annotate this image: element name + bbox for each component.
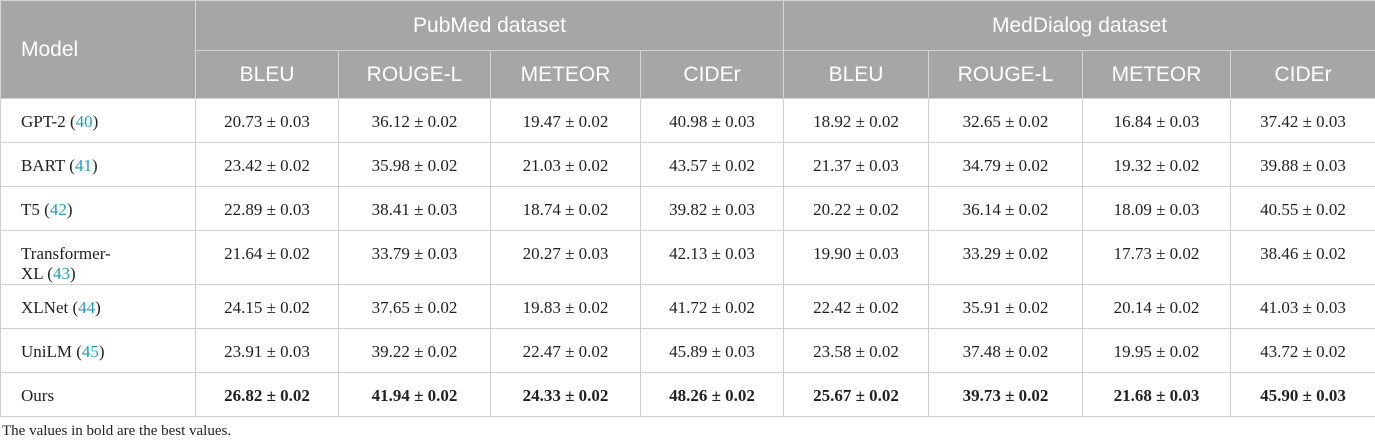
header-metric: CIDEr <box>640 50 784 99</box>
value-cell: 24.15 ± 0.02 <box>195 284 339 329</box>
header-model: Model <box>0 0 196 99</box>
header-metric: BLEU <box>783 50 929 99</box>
table-row: XLNet (44) 24.15 ± 0.02 37.65 ± 0.02 19.83 … <box>0 284 1375 329</box>
value-cell: 43.72 ± 0.02 <box>1229 328 1375 373</box>
value-cell: 23.42 ± 0.02 <box>195 142 339 187</box>
value-cell: 23.58 ± 0.02 <box>783 328 929 373</box>
value-cell: 19.83 ± 0.02 <box>490 284 641 329</box>
footnote: The values in bold are the best values. <box>2 423 232 439</box>
value-cell: 23.91 ± 0.03 <box>195 328 339 373</box>
value-cell: 38.41 ± 0.03 <box>338 186 491 231</box>
reference: (40) <box>69 112 99 131</box>
value-cell: 36.14 ± 0.02 <box>928 186 1083 231</box>
value-cell: 18.92 ± 0.02 <box>783 98 929 143</box>
value-cell: 26.82 ± 0.02 <box>195 372 339 417</box>
header-metric: ROUGE-L <box>338 50 491 99</box>
model-cell: UniLM (45) <box>0 328 196 373</box>
value-cell: 21.03 ± 0.02 <box>490 142 641 187</box>
value-cell: 21.68 ± 0.03 <box>1082 372 1231 417</box>
value-cell: 22.47 ± 0.02 <box>490 328 641 373</box>
model-name: XLNet <box>21 298 69 317</box>
value-cell: 20.14 ± 0.02 <box>1082 284 1231 329</box>
reference: (41) <box>69 156 98 175</box>
header-metric: CIDEr <box>1229 50 1375 99</box>
value-cell: 41.94 ± 0.02 <box>338 372 491 417</box>
value-cell: 19.47 ± 0.02 <box>490 98 641 143</box>
value-cell: 39.22 ± 0.02 <box>338 328 491 373</box>
header-metric: METEOR <box>490 50 641 99</box>
value-cell: 40.55 ± 0.02 <box>1229 186 1375 231</box>
value-cell: 36.12 ± 0.02 <box>338 98 491 143</box>
value-cell: 39.73 ± 0.02 <box>928 372 1083 417</box>
reference: (42) <box>44 200 73 219</box>
value-cell: 33.79 ± 0.03 <box>338 230 491 285</box>
value-cell: 22.89 ± 0.03 <box>195 186 339 231</box>
value-cell: 32.65 ± 0.02 <box>928 98 1083 143</box>
value-cell: 21.37 ± 0.03 <box>783 142 929 187</box>
model-cell: GPT-2 (40) <box>0 98 196 143</box>
table-row: Transformer-XL (43) 21.64 ± 0.02 33.79 ± 0… <box>0 230 1375 285</box>
value-cell: 19.32 ± 0.02 <box>1082 142 1231 187</box>
value-cell: 18.09 ± 0.03 <box>1082 186 1231 231</box>
value-cell: 17.73 ± 0.02 <box>1082 230 1231 285</box>
model-cell: Ours <box>0 372 196 417</box>
reference: (43) <box>47 264 76 283</box>
value-cell: 45.89 ± 0.03 <box>640 328 784 373</box>
value-cell: 35.98 ± 0.02 <box>338 142 491 187</box>
value-cell: 35.91 ± 0.02 <box>928 284 1083 329</box>
reference: (45) <box>76 342 105 361</box>
value-cell: 38.46 ± 0.02 <box>1229 230 1375 285</box>
header-group: MedDialog dataset <box>782 0 1375 51</box>
header-metric: ROUGE-L <box>928 50 1083 99</box>
results-table: Model PubMed dataset MedDialog dataset B… <box>0 0 1375 417</box>
model-name: GPT-2 <box>21 112 66 131</box>
model-cell: BART (41) <box>0 142 196 187</box>
model-name: UniLM <box>21 342 72 361</box>
value-cell: 33.29 ± 0.02 <box>928 230 1083 285</box>
value-cell: 39.88 ± 0.03 <box>1229 142 1375 187</box>
value-cell: 37.48 ± 0.02 <box>928 328 1083 373</box>
value-cell: 37.42 ± 0.03 <box>1229 98 1375 143</box>
header-metric: METEOR <box>1082 50 1231 99</box>
header-metric: BLEU <box>195 50 339 99</box>
table-row: GPT-2 (40) 20.73 ± 0.03 36.12 ± 0.02 19.47 … <box>0 98 1375 143</box>
value-cell: 34.79 ± 0.02 <box>928 142 1083 187</box>
model-cell: XLNet (44) <box>0 284 196 329</box>
model-name: Transformer-XL <box>21 244 111 283</box>
value-cell: 20.27 ± 0.03 <box>490 230 641 285</box>
table-row: T5 (42) 22.89 ± 0.03 38.41 ± 0.03 18.74 ± 0… <box>0 186 1375 231</box>
value-cell: 20.73 ± 0.03 <box>195 98 339 143</box>
value-cell: 37.65 ± 0.02 <box>338 284 491 329</box>
value-cell: 25.67 ± 0.02 <box>783 372 929 417</box>
header-group: PubMed dataset <box>195 0 784 51</box>
value-cell: 24.33 ± 0.02 <box>490 372 641 417</box>
value-cell: 21.64 ± 0.02 <box>195 230 339 285</box>
value-cell: 43.57 ± 0.02 <box>640 142 784 187</box>
value-cell: 16.84 ± 0.03 <box>1082 98 1231 143</box>
value-cell: 40.98 ± 0.03 <box>640 98 784 143</box>
model-name: Ours <box>21 386 55 405</box>
model-name: T5 <box>21 200 40 219</box>
value-cell: 22.42 ± 0.02 <box>783 284 929 329</box>
value-cell: 19.90 ± 0.03 <box>783 230 929 285</box>
value-cell: 42.13 ± 0.03 <box>640 230 784 285</box>
model-cell: Transformer-XL (43) <box>0 230 196 285</box>
table-row: UniLM (45) 23.91 ± 0.03 39.22 ± 0.02 22.47 … <box>0 328 1375 373</box>
table-row: Ours 26.82 ± 0.02 41.94 ± 0.02 24.33 ± 0.02… <box>0 372 1375 417</box>
value-cell: 39.82 ± 0.03 <box>640 186 784 231</box>
value-cell: 19.95 ± 0.02 <box>1082 328 1231 373</box>
value-cell: 41.03 ± 0.03 <box>1229 284 1375 329</box>
model-name: BART <box>21 156 66 175</box>
value-cell: 48.26 ± 0.02 <box>640 372 784 417</box>
value-cell: 45.90 ± 0.03 <box>1229 372 1375 417</box>
model-cell: T5 (42) <box>0 186 196 231</box>
table-row: BART (41) 23.42 ± 0.02 35.98 ± 0.02 21.03 ±… <box>0 142 1375 187</box>
value-cell: 20.22 ± 0.02 <box>783 186 929 231</box>
value-cell: 18.74 ± 0.02 <box>490 186 641 231</box>
reference: (44) <box>72 298 101 317</box>
value-cell: 41.72 ± 0.02 <box>640 284 784 329</box>
